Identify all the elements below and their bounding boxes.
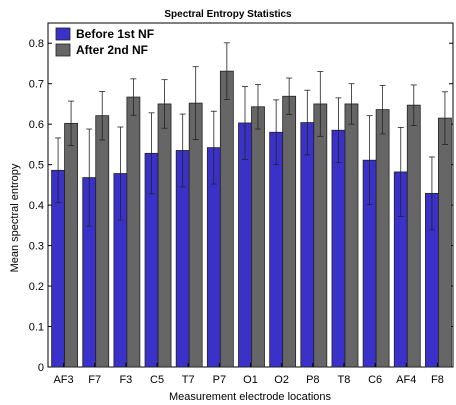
x-tick-label-t7: T7 xyxy=(182,374,195,386)
bar-after-f8 xyxy=(438,117,452,368)
bar-after-t7 xyxy=(188,102,203,368)
bar-after-af3 xyxy=(64,122,78,368)
legend-swatch-before xyxy=(55,27,71,41)
plot-area: 0 0.1 0.2 0.3 0.4 0.5 0.6 0.7 0.8 AF3 F7 F3 C5 T7 P7 O1… xyxy=(29,22,454,386)
y-axis-label: Mean spectral entropy xyxy=(9,163,21,272)
x-tick-label-c6: C6 xyxy=(368,374,382,386)
x-tick-label-p7: P7 xyxy=(213,374,226,386)
bar-after-af4 xyxy=(406,104,421,368)
x-tick-label-o2: O2 xyxy=(274,374,289,386)
bar-after-c5 xyxy=(157,103,172,368)
bar-after-t8 xyxy=(344,103,359,368)
y-tick-label: 0.7 xyxy=(29,79,44,91)
y-tick-label: 0.1 xyxy=(29,322,44,334)
bar-after-o2 xyxy=(282,95,297,368)
bar-after-o1 xyxy=(251,106,265,368)
y-tick-label: 0.3 xyxy=(29,241,44,253)
y-tick-label: 0.4 xyxy=(29,200,44,212)
legend: Before 1st NF After 2nd NF xyxy=(55,27,154,57)
x-tick-label-af4: AF4 xyxy=(396,374,416,386)
bar-after-c6 xyxy=(375,109,390,368)
x-tick-label-o1: O1 xyxy=(243,374,258,386)
bar-before-t8 xyxy=(331,129,346,368)
y-tick-label: 0.2 xyxy=(29,281,44,293)
legend-swatch-after xyxy=(55,43,71,57)
y-tick-label: 0 xyxy=(38,362,44,374)
x-tick-label-f3: F3 xyxy=(119,374,132,386)
x-tick-label-p8: P8 xyxy=(306,374,319,386)
y-tick-label: 0.6 xyxy=(29,119,44,131)
bar-after-p7 xyxy=(219,70,234,368)
x-tick-label-c5: C5 xyxy=(150,374,164,386)
bar-before-p8 xyxy=(300,122,315,368)
x-tick-label-f8: F8 xyxy=(431,374,444,386)
bar-after-f3 xyxy=(126,96,141,368)
y-tick-label: 0.8 xyxy=(29,38,44,50)
bar-after-p8 xyxy=(313,103,328,368)
y-tick-label: 0.5 xyxy=(29,160,44,172)
bar-after-f7 xyxy=(95,115,110,368)
legend-label-after: After 2nd NF xyxy=(76,43,148,57)
x-tick-label-t8: T8 xyxy=(338,374,351,386)
x-tick-label-f7: F7 xyxy=(88,374,101,386)
legend-label-before: Before 1st NF xyxy=(76,27,154,41)
x-axis-label: Measurement electrode locations xyxy=(169,391,332,403)
chart-title: Spectral Entropy Statistics xyxy=(164,9,292,20)
x-tick-label-af3: AF3 xyxy=(53,374,73,386)
bar-before-o2 xyxy=(269,131,284,368)
